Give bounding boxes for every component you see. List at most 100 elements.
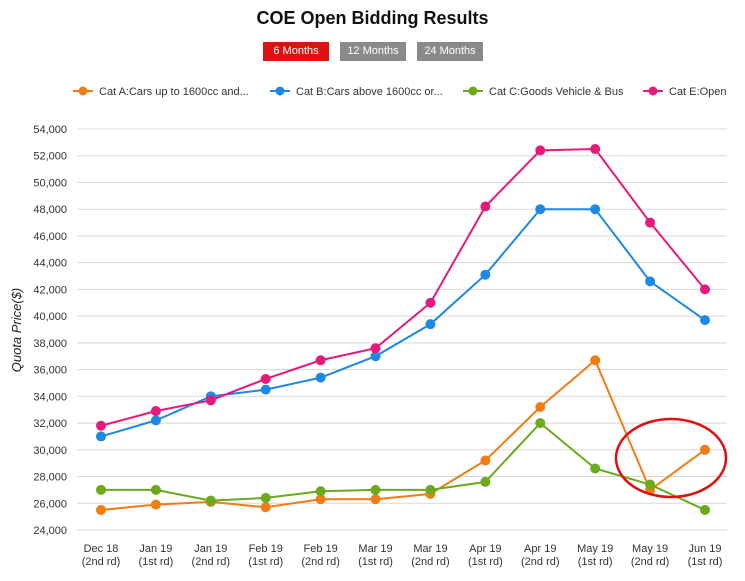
y-tick-label: 46,000 [33, 231, 67, 243]
data-point[interactable] [480, 476, 491, 487]
x-tick-label: Mar 19 (2nd rd) [411, 543, 450, 568]
data-point[interactable] [315, 372, 326, 383]
legend-item[interactable]: Cat C:Goods Vehicle & Bus [463, 86, 624, 98]
legend-label: Cat E:Open [669, 86, 726, 98]
data-point[interactable] [370, 494, 381, 505]
x-tick-round: (1st rd) [358, 556, 393, 568]
data-point[interactable] [535, 418, 546, 429]
data-point[interactable] [480, 269, 491, 280]
x-tick-round: (1st rd) [578, 556, 613, 568]
legend-label: Cat B:Cars above 1600cc or... [296, 86, 443, 98]
data-point[interactable] [96, 431, 106, 442]
x-tick-month: Apr 19 [469, 543, 501, 555]
series-line [100, 208, 706, 438]
data-point[interactable] [700, 284, 710, 295]
tab-6-months[interactable]: 6 Months [263, 42, 329, 61]
x-tick-round: (2nd rd) [82, 556, 121, 568]
data-point[interactable] [535, 145, 546, 156]
data-point[interactable] [205, 395, 216, 406]
y-tick-label: 36,000 [33, 365, 67, 377]
data-point[interactable] [700, 444, 710, 455]
legend-item[interactable]: Cat B:Cars above 1600cc or... [270, 86, 443, 98]
legend-item[interactable]: Cat E:Open [643, 86, 726, 98]
data-point[interactable] [645, 217, 656, 228]
chart-legend: Cat A:Cars up to 1600cc and... Cat B:Cars… [73, 86, 726, 98]
tab-24-months[interactable]: 24 Months [417, 42, 483, 61]
data-point[interactable] [150, 484, 161, 495]
x-tick-label: Jun 19 (1st rd) [688, 543, 723, 568]
y-tick-label: 54,000 [33, 124, 67, 136]
data-point[interactable] [645, 479, 656, 490]
x-tick-label: Feb 19 (1st rd) [248, 543, 283, 568]
data-point[interactable] [370, 351, 381, 362]
data-point[interactable] [590, 463, 601, 474]
data-point[interactable] [260, 384, 271, 395]
data-point[interactable] [645, 276, 656, 287]
x-tick-round: (2nd rd) [521, 556, 560, 568]
x-tick-label: Feb 19 (2nd rd) [301, 543, 340, 568]
y-tick-label: 34,000 [33, 391, 67, 403]
y-tick-label: 38,000 [33, 338, 67, 350]
data-point[interactable] [370, 343, 381, 354]
legend-label: Cat A:Cars up to 1600cc and... [99, 86, 249, 98]
data-point[interactable] [315, 355, 326, 366]
data-point[interactable] [370, 484, 381, 495]
data-point[interactable] [590, 355, 601, 366]
legend-item[interactable]: Cat A:Cars up to 1600cc and... [73, 86, 249, 98]
series-line [101, 421, 706, 511]
x-tick-round: (1st rd) [468, 556, 503, 568]
series-line [100, 358, 706, 511]
data-point[interactable] [590, 144, 601, 155]
data-point[interactable] [96, 484, 106, 495]
data-point[interactable] [535, 204, 546, 215]
data-point[interactable] [425, 319, 436, 330]
x-tick-label: May 19 (2nd rd) [631, 543, 670, 568]
chart-annotation [614, 417, 728, 499]
x-tick-round: (2nd rd) [411, 556, 450, 568]
data-point[interactable] [425, 297, 436, 308]
data-point[interactable] [425, 484, 436, 495]
x-tick-round: (2nd rd) [192, 556, 231, 568]
data-point[interactable] [96, 420, 106, 431]
data-point[interactable] [260, 373, 271, 384]
y-tick-label: 30,000 [33, 445, 67, 457]
tab-12-months[interactable]: 12 Months [340, 42, 406, 61]
data-point[interactable] [150, 499, 161, 510]
data-point[interactable] [205, 495, 216, 506]
data-point[interactable] [260, 502, 271, 513]
x-tick-label: Apr 19 (1st rd) [468, 543, 503, 568]
data-point[interactable] [480, 455, 491, 466]
data-point[interactable] [700, 315, 710, 326]
x-tick-label: Dec 18 (2nd rd) [82, 543, 121, 568]
chart-series [96, 144, 710, 515]
y-axis-title: Quota Price($) [9, 288, 24, 373]
data-point[interactable] [700, 504, 710, 515]
y-tick-label: 42,000 [33, 284, 67, 296]
x-tick-round: (1st rd) [688, 556, 723, 568]
x-tick-round: (2nd rd) [301, 556, 340, 568]
data-point[interactable] [150, 406, 161, 417]
legend-label: Cat C:Goods Vehicle & Bus [489, 86, 624, 98]
data-point[interactable] [260, 492, 271, 503]
x-tick-month: Jan 19 [139, 543, 172, 555]
data-point[interactable] [315, 494, 326, 505]
x-tick-month: Jan 19 [194, 543, 227, 555]
data-point[interactable] [480, 201, 491, 212]
x-tick-month: May 19 [577, 543, 613, 555]
y-axis-ticks: 24,000 26,000 28,000 30,000 32,000 34,000 36,0… [33, 124, 67, 537]
data-point[interactable] [535, 402, 546, 413]
chart-title: COE Open Bidding Results [256, 8, 489, 28]
x-tick-round: (1st rd) [138, 556, 173, 568]
series-line [100, 148, 706, 427]
series-3 [96, 144, 710, 431]
series-1 [96, 204, 710, 442]
data-point[interactable] [590, 204, 601, 215]
data-point[interactable] [150, 415, 161, 426]
x-tick-month: Apr 19 [524, 543, 556, 555]
x-tick-label: May 19 (1st rd) [577, 543, 613, 568]
data-point[interactable] [96, 504, 106, 515]
y-tick-label: 44,000 [33, 258, 67, 270]
x-tick-month: Dec 18 [84, 543, 119, 555]
data-point[interactable] [315, 486, 326, 497]
